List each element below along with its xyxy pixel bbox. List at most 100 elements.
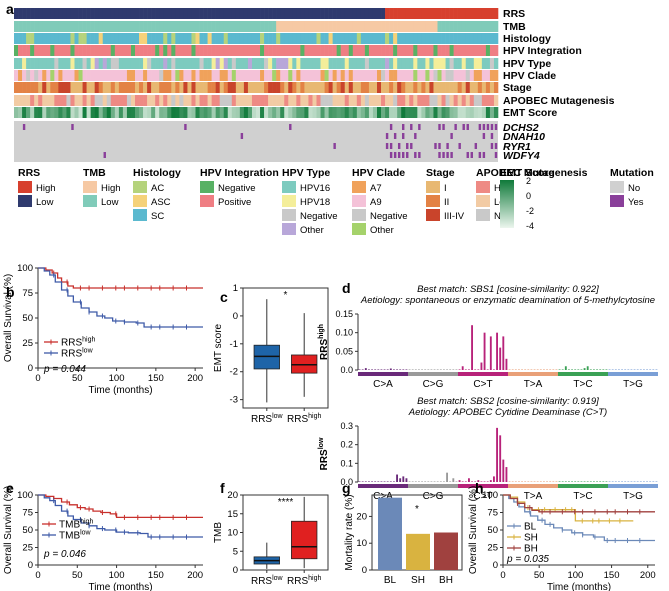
signature-bar: [605, 481, 608, 482]
cell-stage: [86, 82, 91, 93]
cell-histology: [235, 33, 241, 44]
cell-rrs: [320, 8, 325, 19]
cell-tmb: [389, 21, 394, 32]
signature-bar: [639, 369, 642, 370]
category-label: C>T: [473, 379, 492, 390]
cell-stage: [413, 82, 418, 93]
legend-swatch: [610, 181, 624, 193]
cell-tmb: [171, 21, 176, 32]
cell-histology: [163, 33, 168, 44]
legend-label: II: [444, 197, 449, 208]
cell-emt: [46, 107, 51, 118]
cell-histology: [268, 33, 273, 44]
cell-tmb: [292, 21, 297, 32]
cell-hpv-type: [316, 58, 321, 69]
cell-hpv-type: [171, 58, 176, 69]
cell-tmb: [239, 21, 245, 32]
cell-emt: [203, 107, 208, 118]
signature-bar: [611, 481, 614, 482]
emt-gradient-bar: [500, 180, 514, 228]
cell-tmb: [393, 21, 398, 32]
cell-rrs: [167, 8, 172, 19]
cell-hpv-integration: [46, 45, 51, 56]
signature-bar: [452, 369, 455, 370]
row-label: RRS: [503, 8, 525, 20]
signature-bar: [461, 366, 464, 370]
cell-hpv-clade: [409, 70, 414, 81]
cell-emt: [340, 107, 346, 118]
cell-histology: [159, 33, 164, 44]
cell-emt: [316, 107, 321, 118]
cell-hpv-clade: [207, 70, 212, 81]
cell-emt: [50, 107, 55, 118]
signature-bar: [596, 481, 598, 482]
x-tick-label: 50: [534, 570, 545, 581]
x-tick-label: 150: [604, 570, 620, 581]
cell-emt: [163, 107, 168, 118]
signature-bar: [589, 369, 592, 370]
signature-bar: [546, 481, 548, 482]
x-tick-label: 150: [148, 570, 164, 581]
cell-stage: [130, 82, 136, 93]
cell-apobec: [284, 95, 289, 106]
x-tick-label-sup: low: [272, 413, 283, 420]
cell-stage: [288, 82, 293, 93]
cell-stage: [276, 82, 281, 93]
cell-apobec: [74, 95, 79, 106]
legend-title: HPV Clade: [352, 167, 405, 179]
signature-bar: [508, 481, 511, 482]
cell-rrs: [304, 8, 309, 19]
signature-bar: [383, 369, 386, 370]
cell-stage: [328, 82, 333, 93]
cell-hpv-integration: [227, 45, 233, 56]
cell-apobec: [469, 95, 475, 106]
signature-bar: [518, 481, 520, 482]
cell-tmb: [360, 21, 366, 32]
cell-hpv-clade: [260, 70, 265, 81]
cell-rrs: [135, 8, 140, 19]
legend-swatch: [352, 195, 366, 207]
cell-hpv-type: [58, 58, 63, 69]
cell-mutation-yes: [442, 152, 445, 158]
cell-emt: [175, 107, 180, 118]
signature-bar: [402, 369, 405, 370]
cell-mutation-yes: [103, 152, 106, 158]
cell-hpv-integration: [147, 45, 152, 56]
cell-apobec: [118, 95, 124, 106]
signature-bar: [564, 366, 567, 370]
cell-emt: [288, 107, 293, 118]
legend-title: Histology: [133, 167, 181, 179]
signature-bar: [496, 427, 498, 482]
cell-histology: [264, 33, 269, 44]
cell-tmb: [429, 21, 434, 32]
cell-hpv-integration: [320, 45, 325, 56]
signature-bar: [521, 481, 523, 482]
signature-title: Best match: SBS1 [cosine-similarity: 0.9…: [417, 284, 599, 295]
cell-histology: [219, 33, 225, 44]
cell-histology: [251, 33, 257, 44]
signature-bar: [399, 478, 402, 482]
cell-apobec: [231, 95, 237, 106]
x-tick-label: 0: [500, 570, 505, 581]
panel-label-f: f: [220, 480, 225, 496]
cell-rrs: [489, 8, 495, 19]
cell-tmb: [489, 21, 495, 32]
cell-stage: [465, 82, 471, 93]
y-tick-label: 0.3: [340, 421, 353, 431]
signature-bar: [586, 366, 589, 370]
cell-tmb: [477, 21, 483, 32]
cell-hpv-clade: [417, 70, 422, 81]
cell-mutation-yes: [389, 152, 393, 158]
cell-tmb: [187, 21, 192, 32]
cell-stage: [256, 82, 261, 93]
cell-mutation-yes: [438, 143, 441, 149]
cell-emt: [429, 107, 434, 118]
cell-hpv-integration: [191, 45, 196, 56]
cell-hpv-clade: [191, 70, 196, 81]
cell-apobec: [30, 95, 35, 106]
cell-emt: [70, 107, 75, 118]
cell-histology: [312, 33, 317, 44]
cell-hpv-clade: [316, 70, 321, 81]
cell-emt: [280, 107, 285, 118]
cell-tmb: [98, 21, 104, 32]
